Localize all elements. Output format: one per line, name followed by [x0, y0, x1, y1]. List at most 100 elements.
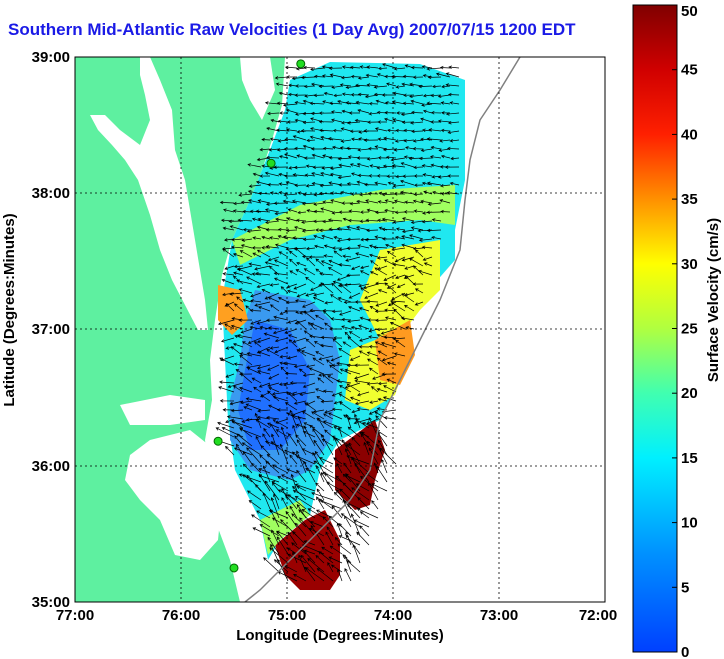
velocity-arrow [310, 147, 325, 151]
velocity-arrow [421, 103, 433, 107]
velocity-arrow [300, 554, 316, 573]
velocity-arrow [217, 421, 235, 429]
velocity-arrow [365, 199, 379, 204]
velocity-arrow [242, 451, 253, 465]
velocity-arrow [285, 228, 298, 233]
velocity-arrow [357, 76, 370, 80]
velocity-arrow [218, 386, 235, 393]
velocity-arrow [431, 235, 442, 240]
velocity-arrow [410, 65, 424, 70]
velocity-arrow [309, 135, 325, 141]
velocity-arrow [274, 211, 289, 216]
velocity-arrow [377, 265, 388, 271]
velocity-arrow [327, 375, 343, 384]
velocity-arrow [412, 265, 424, 276]
velocity-arrow [449, 101, 460, 105]
velocity-arrow [224, 265, 235, 270]
velocity-arrow [313, 209, 325, 214]
velocity-arrow [369, 305, 379, 312]
velocity-arrow [348, 331, 361, 339]
velocity-arrow [341, 439, 352, 456]
velocity-arrow [320, 207, 334, 213]
velocity-arrow [395, 227, 406, 231]
velocity-arrow [367, 120, 379, 124]
velocity-arrow [381, 93, 397, 97]
velocity-arrow [266, 349, 280, 357]
colorbar-tick-label: 0 [681, 644, 689, 659]
velocity-arrow [342, 254, 352, 258]
velocity-arrow [332, 128, 343, 133]
velocity-arrow [410, 110, 424, 115]
velocity-arrow [277, 476, 289, 483]
velocity-arrow [303, 422, 316, 429]
velocity-arrow [338, 263, 352, 267]
velocity-arrow [313, 439, 325, 456]
velocity-arrow [357, 92, 370, 97]
velocity-arrow [444, 165, 460, 169]
velocity-arrow [385, 243, 397, 249]
velocity-arrow [294, 100, 307, 105]
velocity-arrow [360, 237, 370, 242]
velocity-arrow [363, 129, 379, 133]
velocity-arrow [403, 210, 415, 214]
velocity-arrow [304, 173, 316, 177]
velocity-arrow [449, 181, 460, 186]
velocity-arrow [342, 482, 361, 501]
velocity-arrow [320, 282, 334, 294]
velocity-arrow [354, 418, 370, 429]
velocity-arrow [240, 373, 253, 384]
velocity-arrow [292, 173, 307, 177]
velocity-arrow [347, 503, 361, 519]
velocity-arrow [229, 400, 244, 406]
velocity-arrow [360, 265, 370, 270]
velocity-arrow [237, 268, 253, 276]
colorbar-label: Surface Velocity (cm/s) [705, 218, 722, 382]
velocity-arrow [263, 332, 280, 339]
velocity-arrow [375, 301, 388, 307]
velocity-arrow [314, 314, 325, 321]
velocity-arrow [259, 147, 271, 152]
velocity-arrow [315, 388, 325, 393]
velocity-arrow [338, 210, 352, 214]
velocity-arrow [331, 435, 352, 447]
velocity-arrow [396, 283, 406, 288]
velocity-arrow [286, 468, 298, 474]
velocity-arrow [364, 292, 379, 299]
velocity-arrow [353, 418, 370, 425]
velocity-arrow [435, 72, 451, 78]
velocity-arrow [231, 237, 244, 242]
velocity-arrow [417, 269, 433, 276]
velocity-arrow [240, 244, 253, 249]
velocity-arrow [412, 282, 424, 286]
velocity-arrow [334, 536, 343, 546]
velocity-arrow [431, 218, 442, 222]
velocity-arrow [410, 220, 424, 225]
velocity-arrow [366, 418, 379, 425]
velocity-arrow [224, 323, 235, 330]
velocity-arrow [392, 262, 406, 267]
velocity-arrow [321, 234, 334, 240]
velocity-arrow [262, 492, 271, 510]
velocity-arrow [368, 112, 379, 116]
velocity-arrow [283, 193, 298, 197]
velocity-arrow [394, 235, 406, 240]
velocity-arrow [275, 217, 289, 222]
velocity-arrow [359, 337, 370, 342]
velocity-arrow [376, 174, 388, 178]
velocity-arrow [342, 554, 352, 564]
velocity-arrow [350, 137, 361, 141]
velocity-arrow [367, 358, 379, 366]
velocity-arrow [421, 164, 433, 168]
velocity-arrow [264, 261, 280, 267]
velocity-arrow [338, 393, 352, 402]
velocity-arrow [395, 339, 406, 348]
velocity-arrow [267, 536, 280, 555]
velocity-arrow [272, 395, 289, 402]
velocity-arrow [233, 362, 244, 366]
velocity-arrow [268, 386, 280, 393]
velocity-arrow [344, 382, 361, 389]
velocity-arrow [440, 128, 451, 133]
velocity-arrow [357, 173, 370, 178]
velocity-arrow [445, 112, 460, 116]
velocity-arrow [267, 364, 280, 371]
